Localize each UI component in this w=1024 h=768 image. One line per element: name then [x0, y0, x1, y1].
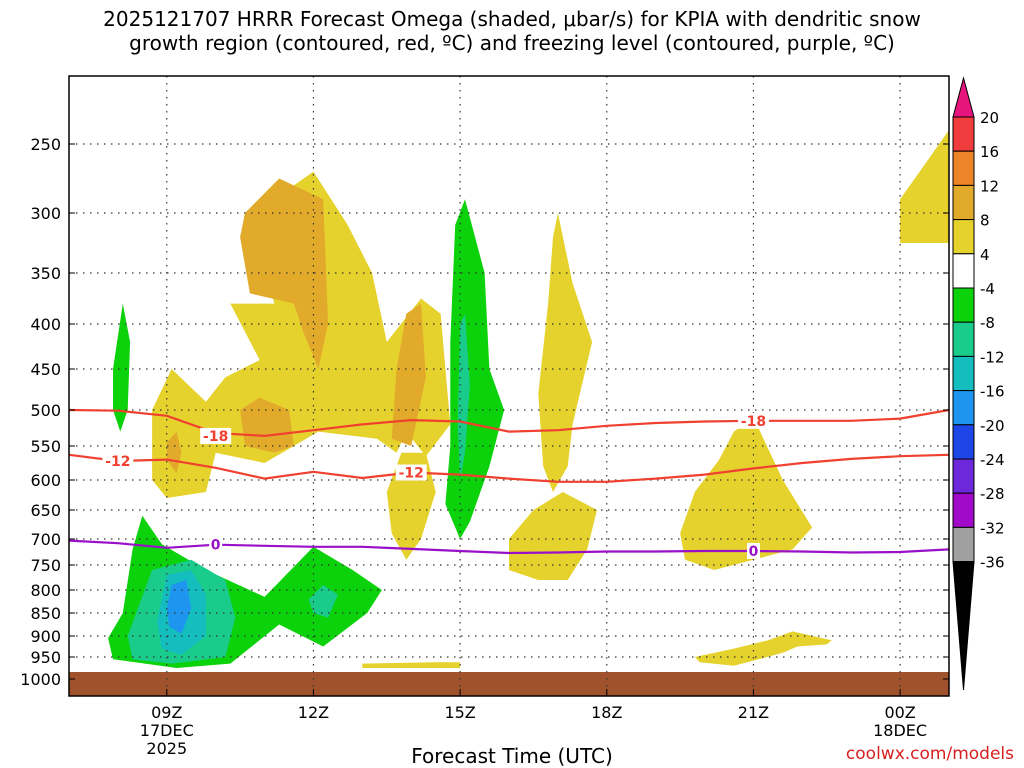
- x-tick-year: 2025: [146, 739, 187, 758]
- contour-label-background: [395, 464, 427, 481]
- contour-label-background: [209, 536, 223, 553]
- colorbar-label: 20: [980, 109, 999, 127]
- downward-motion-top-left-b: [240, 397, 294, 453]
- colorbar-swatch: [952, 355, 975, 392]
- contour-label: 0: [749, 544, 759, 560]
- chart-title-line-2: growth region (contoured, red, ºC) and f…: [129, 31, 895, 55]
- y-tick-label: 800: [30, 581, 61, 600]
- downward-motion-top-left: [152, 171, 451, 498]
- y-tick-label: 950: [30, 648, 61, 667]
- x-axis-label: Forecast Time (UTC): [411, 744, 613, 768]
- colorbar-label: 8: [980, 212, 990, 230]
- colorbar-swatch: [952, 458, 975, 494]
- upward-motion-08z-upper: [113, 303, 131, 432]
- ground-surface: [69, 672, 949, 696]
- y-tick-label: 1000: [20, 670, 61, 689]
- colorbar-label: -28: [980, 485, 1005, 503]
- chart-title-line-1: 2025121707 HRRR Forecast Omega (shaded, …: [103, 7, 921, 31]
- colorbar-label: -32: [980, 519, 1005, 537]
- downward-motion-17z-low: [509, 492, 597, 580]
- colorbar-label: -24: [980, 451, 1005, 469]
- upward-motion-core-08z-c: [166, 580, 192, 634]
- colorbar-swatch: [952, 492, 975, 528]
- contour-label: 0: [211, 538, 221, 554]
- contour-label: -18: [741, 414, 766, 430]
- contour-label: -18: [203, 429, 228, 445]
- colorbar-label: -16: [980, 383, 1005, 401]
- y-tick-label: 400: [30, 315, 61, 334]
- downward-motion-top-left-c: [166, 431, 182, 474]
- x-tick-label: 18Z: [591, 703, 622, 722]
- y-tick-label: 600: [30, 471, 61, 490]
- y-tick-label: 750: [30, 556, 61, 575]
- colorbar-label: 12: [980, 177, 999, 195]
- contour-label-background: [737, 412, 769, 429]
- contour-label: -12: [399, 466, 424, 482]
- x-tick-label: 09Z: [151, 703, 182, 722]
- upward-motion-12z-pocket: [308, 585, 338, 618]
- colorbar-swatch: [952, 219, 975, 255]
- y-tick-label: 550: [30, 437, 61, 456]
- colorbar-swatch: [952, 526, 975, 563]
- x-tick-label: 21Z: [738, 703, 769, 722]
- x-tick-label: 12Z: [298, 703, 329, 722]
- upward-motion-15z-column-a: [457, 313, 470, 480]
- y-tick-label: 300: [30, 204, 61, 223]
- colorbar-label: -8: [980, 314, 995, 332]
- contour-label-background: [200, 427, 232, 444]
- y-tick-label: 650: [30, 501, 61, 520]
- y-tick-label: 900: [30, 627, 61, 646]
- x-tick-label: 15Z: [444, 703, 475, 722]
- y-tick-label: 450: [30, 360, 61, 379]
- downward-motion-21z-low: [694, 631, 832, 666]
- colorbar-bottom-arrow: [952, 561, 975, 691]
- contour-label-background: [102, 452, 134, 469]
- downward-motion-17z: [538, 213, 593, 492]
- downward-motion-surface-streak: [362, 662, 461, 668]
- colorbar-swatch: [952, 184, 975, 221]
- plot-frame: [68, 75, 950, 697]
- colorbar-swatch: [952, 424, 975, 460]
- downward-motion-24z-top: [900, 130, 949, 243]
- minus-12-isotherm: [68, 453, 950, 483]
- downward-motion-21z: [680, 417, 813, 570]
- colorbar-label: -36: [980, 554, 1005, 572]
- colorbar-swatch: [952, 287, 975, 323]
- colorbar-label: 4: [980, 246, 990, 264]
- colorbar-swatch: [952, 150, 975, 186]
- source-credit: coolwx.com/models: [845, 744, 1014, 764]
- y-tick-label: 350: [30, 264, 61, 283]
- colorbar-swatch: [952, 321, 975, 357]
- colorbar-label: 16: [980, 143, 999, 161]
- contour-label-background: [746, 542, 760, 559]
- colorbar-swatch: [952, 253, 975, 289]
- colorbar-swatch: [952, 390, 975, 426]
- y-tick-label: 700: [30, 530, 61, 549]
- colorbar-swatch: [952, 116, 975, 152]
- colorbar-label: -12: [980, 348, 1005, 366]
- colorbar-label: -20: [980, 417, 1005, 435]
- y-tick-label: 850: [30, 604, 61, 623]
- contour-label: -12: [105, 454, 130, 470]
- colorbar-top-arrow: [952, 76, 975, 118]
- colorbar-label: -4: [980, 280, 995, 298]
- y-tick-label: 500: [30, 401, 61, 420]
- x-tick-date: 18DEC: [873, 721, 927, 740]
- y-tick-label: 250: [30, 135, 61, 154]
- downward-motion-14z: [391, 303, 426, 446]
- x-tick-date: 17DEC: [140, 721, 194, 740]
- downward-motion-top-left-a: [240, 178, 329, 369]
- x-tick-label: 00Z: [884, 703, 915, 722]
